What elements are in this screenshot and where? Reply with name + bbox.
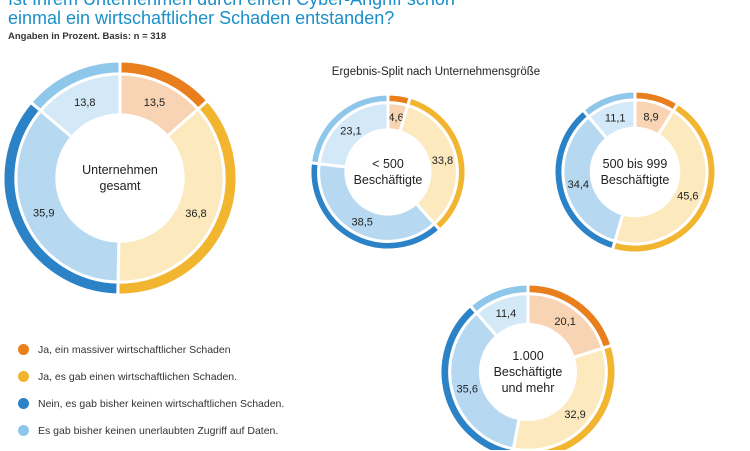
center-label-line: 1.000	[512, 349, 543, 363]
data-label-no-damage: 34,4	[568, 179, 589, 191]
chart-title-line-1: Ist Ihrem Unternehmen durch einen Cyber-…	[8, 0, 455, 9]
slice-ring-no-access	[580, 89, 637, 119]
data-label-massive-damage: 13,5	[144, 97, 165, 109]
center-label-line: und mehr	[502, 381, 555, 395]
legend-marker	[18, 398, 29, 409]
legend-item-massive-damage: Ja, ein massiver wirtschaftlicher Schade…	[18, 343, 284, 356]
data-label-damage: 45,6	[677, 191, 698, 203]
data-label-no-access: 13,8	[74, 97, 95, 109]
chart-subtitle: Angaben in Prozent. Basis: n = 318	[8, 31, 167, 42]
center-label-line: Beschäftigte	[354, 173, 423, 187]
legend-marker	[18, 425, 29, 436]
legend-marker	[18, 371, 29, 382]
data-label-massive-damage: 8,9	[643, 111, 658, 123]
data-label-massive-damage: 20,1	[554, 316, 575, 328]
legend-marker	[18, 344, 29, 355]
legend-label: Ja, es gab einen wirtschaftlichen Schade…	[38, 370, 238, 383]
legend-item-no-access: Es gab bisher keinen unerlaubten Zugriff…	[18, 424, 284, 437]
donut-chart-1000-plus: 20,1 32,9 35,6 11,4 1.000 Beschäftigte und meh…	[438, 282, 618, 450]
slice-ring-damage	[511, 343, 618, 450]
legend-label: Ja, ein massiver wirtschaftlicher Schade…	[38, 343, 231, 356]
legend-label: Nein, es gab bisher keinen wirtschaftlic…	[38, 397, 285, 410]
chart-title-line-2: einmal ein wirtschaftlicher Schaden ents…	[8, 8, 395, 28]
slice-ring-no-access	[308, 92, 390, 166]
split-title: Ergebnis-Split nach Unternehmensgröße	[331, 66, 541, 78]
donut-center	[58, 116, 182, 240]
legend-item-no-damage: Nein, es gab bisher keinen wirtschaftlic…	[18, 397, 284, 410]
data-label-damage: 32,9	[564, 409, 585, 421]
data-label-no-damage: 38,5	[352, 216, 373, 228]
donut-chart-under-500: 4,6 33,8 38,5 23,1 < 500 Beschäftigte	[308, 92, 468, 252]
slice-ring-no-access	[468, 282, 530, 316]
slice-ring-no-access	[28, 59, 122, 113]
legend-item-damage: Ja, es gab einen wirtschaftlichen Schade…	[18, 370, 284, 383]
donut-chart-total: 13,5 36,8 35,9 13,8 Unternehmen gesamt	[1, 59, 239, 297]
data-label-damage: 33,8	[432, 155, 453, 167]
center-label-line: Unternehmen	[82, 163, 158, 177]
donut-center	[481, 325, 575, 419]
center-label-line: Beschäftigte	[601, 173, 670, 187]
center-label-line: Beschäftigte	[494, 365, 563, 379]
legend-label: Es gab bisher keinen unerlaubten Zugriff…	[38, 424, 279, 437]
legend: Ja, ein massiver wirtschaftlicher Schade…	[18, 343, 284, 451]
data-label-no-access: 11,1	[605, 113, 626, 125]
center-label-line: gesamt	[100, 179, 142, 193]
donut-chart-500-999: 8,9 45,6 34,4 11,1 500 bis 999 Beschäftigte	[552, 89, 718, 255]
donut-center	[592, 129, 678, 215]
data-label-no-access: 11,4	[496, 308, 517, 320]
center-label-line: < 500	[372, 157, 404, 171]
data-label-no-damage: 35,9	[33, 207, 54, 219]
center-label-line: 500 bis 999	[603, 157, 668, 171]
data-label-no-damage: 35,6	[457, 383, 478, 395]
data-label-damage: 36,8	[185, 208, 206, 220]
data-label-massive-damage: 4,6	[388, 112, 403, 124]
data-label-no-access: 23,1	[340, 125, 361, 137]
donut-center	[347, 131, 429, 213]
